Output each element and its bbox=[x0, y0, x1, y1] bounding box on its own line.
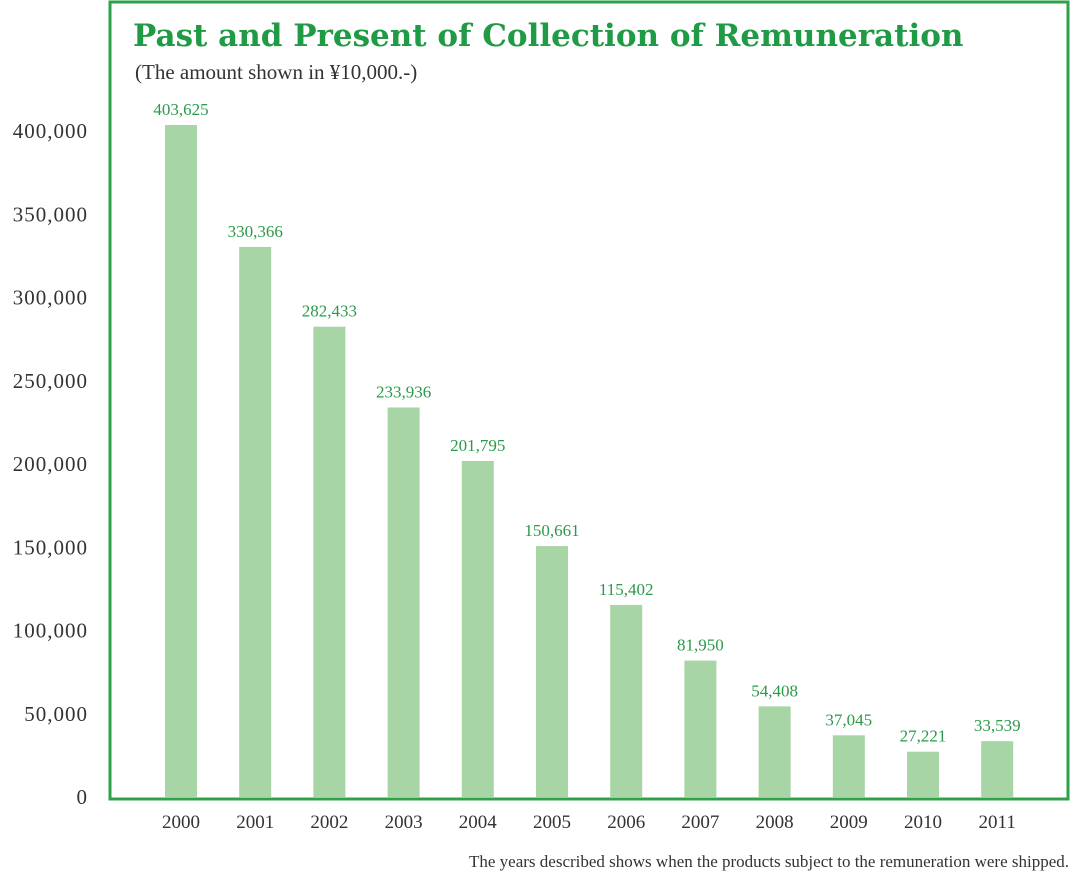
bar-2001 bbox=[239, 246, 272, 797]
value-label: 282,433 bbox=[302, 302, 357, 321]
value-label: 33,539 bbox=[974, 716, 1021, 735]
value-label: 233,936 bbox=[376, 383, 431, 402]
bar-2000 bbox=[165, 125, 197, 797]
y-tick-label: 0 bbox=[77, 785, 89, 809]
chart-frame bbox=[108, 0, 1070, 801]
x-tick-label: 2000 bbox=[162, 812, 200, 833]
value-label: 54,408 bbox=[751, 681, 798, 700]
bar-2003 bbox=[387, 407, 420, 797]
y-tick-label: 400,000 bbox=[13, 119, 88, 143]
y-tick-label: 200,000 bbox=[13, 452, 88, 476]
y-tick-label: 300,000 bbox=[13, 286, 88, 310]
x-tick-label: 2004 bbox=[459, 812, 498, 833]
value-label: 37,045 bbox=[825, 710, 872, 729]
bar-2002 bbox=[313, 326, 346, 797]
value-label: 403,625 bbox=[153, 100, 208, 119]
x-tick-label: 2008 bbox=[756, 812, 794, 833]
bar-2006 bbox=[610, 604, 643, 797]
value-label: 27,221 bbox=[900, 727, 947, 746]
bar-2011 bbox=[981, 741, 1014, 797]
bar-2005 bbox=[536, 546, 568, 797]
chart-title: Past and Present of Collection of Remune… bbox=[133, 18, 963, 54]
x-tick-label: 2011 bbox=[979, 812, 1016, 833]
chart-subtitle: (The amount shown in ¥10,000.-) bbox=[135, 60, 417, 84]
value-label: 201,795 bbox=[450, 436, 505, 455]
y-tick-label: 150,000 bbox=[13, 535, 88, 559]
y-tick-label: 350,000 bbox=[13, 202, 88, 226]
y-tick-label: 250,000 bbox=[13, 369, 88, 393]
bar-2008 bbox=[758, 706, 791, 797]
y-tick-label: 100,000 bbox=[13, 619, 88, 643]
x-tick-label: 2010 bbox=[904, 812, 942, 833]
x-tick-label: 2007 bbox=[681, 812, 719, 833]
x-axis: 2000 2001 2002 2003 2004 2005 2006 2007 2008 2009… bbox=[162, 812, 1016, 833]
bars bbox=[165, 125, 1014, 797]
bar-2004 bbox=[461, 461, 494, 797]
bar-2007 bbox=[684, 660, 717, 797]
value-label: 150,661 bbox=[524, 521, 579, 540]
value-label: 330,366 bbox=[228, 222, 283, 241]
y-tick-label: 50,000 bbox=[24, 702, 88, 726]
x-tick-label: 2009 bbox=[830, 812, 868, 833]
x-tick-label: 2002 bbox=[310, 812, 348, 833]
value-label: 115,402 bbox=[599, 580, 654, 599]
bar-2010 bbox=[907, 751, 939, 797]
y-axis: 0 50,000 100,000 150,000 200,000 250,000 300,0… bbox=[13, 119, 89, 809]
x-tick-label: 2001 bbox=[236, 812, 274, 833]
x-tick-label: 2003 bbox=[385, 812, 423, 833]
value-label: 81,950 bbox=[677, 636, 724, 655]
value-labels: 403,625 330,366 282,433 233,936 201,795 150,6… bbox=[153, 100, 1020, 746]
x-tick-label: 2006 bbox=[607, 812, 645, 833]
x-tick-label: 2005 bbox=[533, 812, 571, 833]
chart-footnote: The years described shows when the produ… bbox=[469, 852, 1069, 871]
bar-2009 bbox=[832, 735, 865, 797]
